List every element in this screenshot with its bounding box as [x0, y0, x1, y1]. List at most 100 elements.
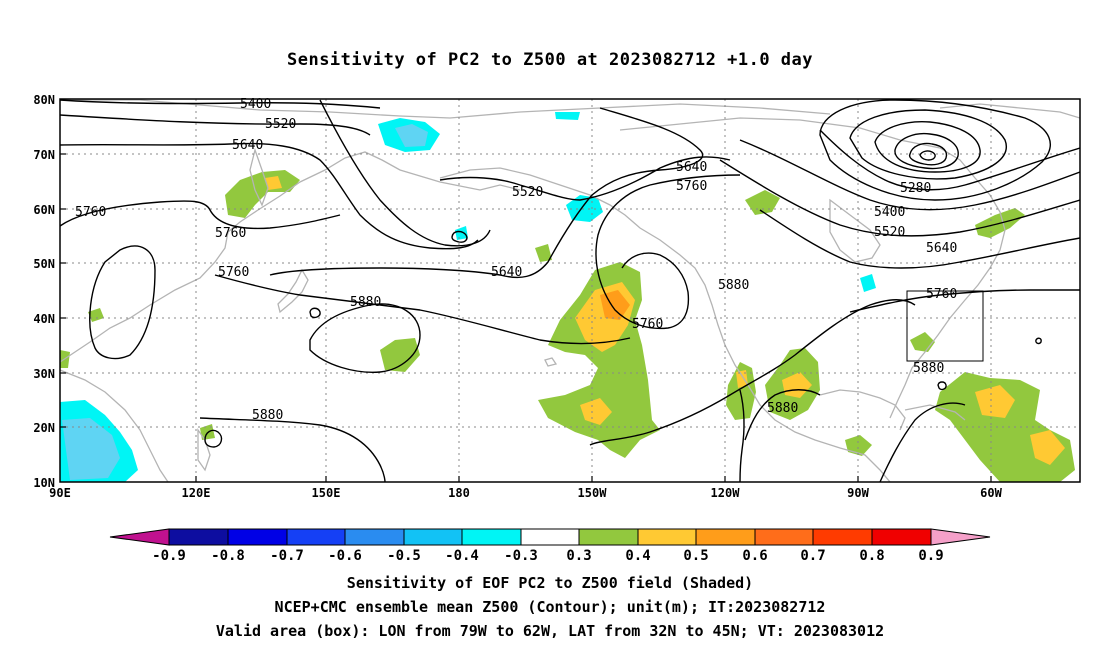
contour-5760-east: [849, 289, 1080, 313]
lon-label: 90E: [49, 486, 71, 500]
coast-hudson: [829, 198, 881, 263]
contour-label: 5760: [75, 205, 106, 220]
contour-label: 5760: [218, 265, 249, 280]
contour-vortex-1: [819, 99, 1051, 201]
contour-label: 5520: [265, 117, 296, 132]
colorbar: -0.9 -0.8 -0.7 -0.6 -0.5 -0.4 -0.3 0.3 0…: [109, 528, 991, 564]
contour-label: 5640: [676, 160, 707, 175]
coast-alaska: [439, 167, 891, 482]
colorbar-cell: [754, 528, 814, 546]
colorbar-cell: [403, 528, 463, 546]
colorbar-cell: [461, 528, 522, 546]
caption-line-1: Sensitivity of EOF PC2 to Z500 field (Sh…: [346, 574, 754, 592]
colorbar-label: -0.4: [445, 548, 479, 564]
shade-green-canada-west: [745, 190, 780, 215]
caption-line-3: Valid area (box): LON from 79W to 62W, L…: [215, 622, 885, 640]
coast-canada-arctic: [619, 117, 1006, 419]
z500-contours: [60, 99, 1080, 482]
lat-label: 80N: [33, 93, 55, 107]
contour-5400-east: [739, 139, 1080, 211]
gridlines: [60, 99, 1080, 482]
contour-5520-alaska: [439, 156, 731, 201]
lon-label: 120W: [711, 486, 741, 500]
contour-5880-pacific-low-lat: [199, 417, 386, 482]
coast-china-south: [60, 369, 169, 482]
contour-label: 5520: [874, 225, 905, 240]
contour-5880-atlantic: [879, 402, 966, 482]
contour-5400-west: [60, 99, 381, 109]
shade-lightblue-west-pacific: [62, 418, 120, 480]
lon-label: 60W: [980, 486, 1002, 500]
contour-5880-east-pacific: [589, 299, 916, 446]
shade-cyan-small-3: [860, 274, 876, 292]
caption-line-2: NCEP+CMC ensemble mean Z500 (Contour); u…: [274, 598, 826, 616]
longitude-labels: 90E 120E 150E 180 150W 120W 90W 60W: [49, 486, 1002, 500]
tick-marks: [60, 153, 992, 482]
shade-green-south-fl: [910, 332, 935, 352]
contour-label: 5400: [240, 97, 271, 112]
colorbar-label: -0.9: [152, 548, 186, 564]
colorbar-label: -0.7: [270, 548, 304, 564]
contour-label: 5880: [718, 278, 749, 293]
contour-5640-alaska: [269, 107, 704, 279]
contour-5520-west: [60, 114, 371, 136]
coast-greenland: [939, 103, 1080, 119]
contour-label: 5880: [350, 295, 381, 310]
sensitivity-shading: [60, 112, 1075, 482]
colorbar-label: 0.8: [859, 548, 884, 564]
shade-green-mexico: [726, 362, 756, 420]
colorbar-label: 0.7: [800, 548, 825, 564]
contour-5640-east: [759, 209, 1080, 269]
shade-green-pacific-mid: [380, 338, 420, 372]
contour-label: 5520: [512, 185, 543, 200]
lon-label: 150E: [312, 486, 341, 500]
contour-label: 5400: [874, 205, 905, 220]
contour-small-low: [451, 230, 468, 243]
contour-small-high-1: [309, 307, 321, 319]
lat-label: 20N: [33, 421, 55, 435]
coast-cuba: [904, 404, 966, 421]
contour-5760-north-west: [60, 200, 341, 230]
coast-east-asia: [60, 151, 521, 363]
shade-cyan-small-2: [455, 226, 468, 240]
map-title: Sensitivity of PC2 to Z500 at 2023082712…: [286, 50, 813, 70]
contour-small-high-3: [937, 381, 947, 391]
contour-labels: 5400 5520 5640 5760 5760 5760 5880 5880 …: [75, 97, 957, 423]
contour-5520-east: [719, 159, 1080, 237]
shade-yellow-caribbean-2: [1030, 430, 1065, 465]
lat-label: 50N: [33, 257, 55, 271]
colorbar-label: 0.9: [918, 548, 943, 564]
lon-label: 180: [448, 486, 470, 500]
colorbar-label: -0.6: [328, 548, 362, 564]
contour-label: 5640: [232, 138, 263, 153]
colorbar-cell: [168, 528, 229, 546]
colorbar-cell: [344, 528, 405, 546]
contour-5880-central: [744, 389, 821, 441]
valid-area-box: [906, 290, 984, 362]
lon-label: 150W: [578, 486, 608, 500]
colorbar-label: -0.8: [211, 548, 245, 564]
shade-yellow-caribbean-1: [975, 385, 1015, 418]
colorbar-cell: [227, 528, 288, 546]
contour-label: 5640: [926, 241, 957, 256]
contour-vortex-6: [919, 150, 936, 161]
colorbar-left-triangle: [109, 528, 170, 546]
coast-kamchatka: [249, 147, 269, 207]
colorbar-label: 0.4: [625, 548, 650, 564]
contour-5880-mexico: [739, 389, 745, 482]
lat-label: 10N: [33, 476, 55, 490]
coast-philippines: [197, 427, 211, 472]
contour-vortex-5: [908, 142, 948, 166]
colorbar-cell: [812, 528, 873, 546]
contour-vortex-3: [874, 120, 981, 173]
shade-cyan-gulf-alaska: [566, 195, 603, 222]
contour-vortex-2: [849, 109, 1007, 180]
colorbar-cell: [695, 528, 756, 546]
colorbar-cell: [871, 528, 932, 546]
colorbar-cell: [520, 528, 580, 546]
contour-small-high-4: [1035, 337, 1042, 345]
shade-yellow-texas: [782, 372, 812, 398]
colorbar-right-triangle: [930, 528, 991, 546]
contour-label: 5280: [900, 181, 931, 196]
